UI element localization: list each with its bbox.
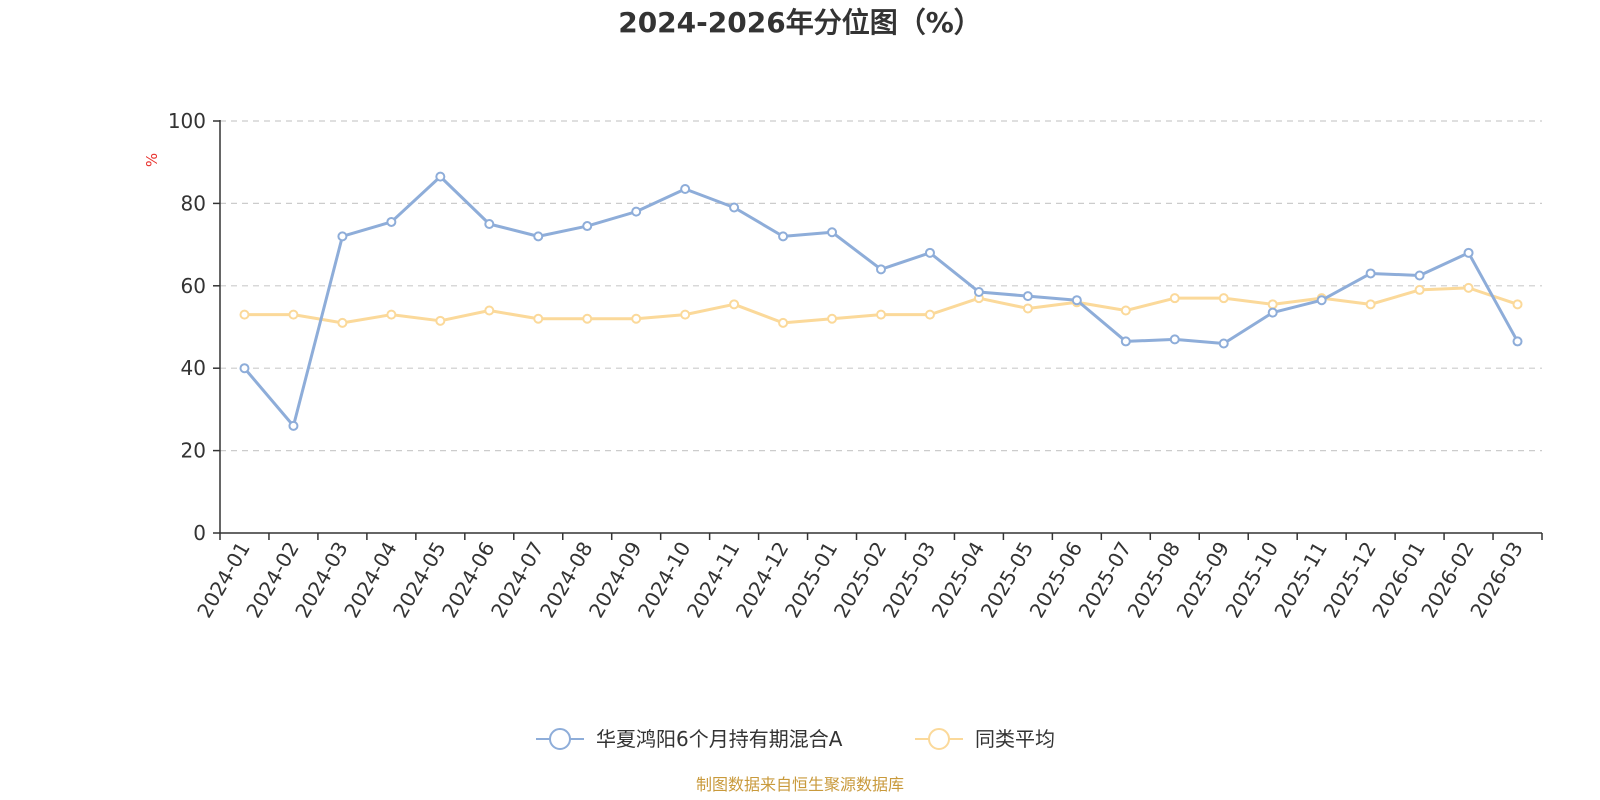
data-source-note: 制图数据来自恒生聚源数据库 bbox=[696, 775, 904, 794]
series-1-point[interactable] bbox=[680, 183, 691, 194]
series-1-point[interactable] bbox=[1512, 336, 1523, 347]
series-1-point[interactable] bbox=[1169, 334, 1180, 345]
series-1-point[interactable] bbox=[1267, 307, 1278, 318]
series-1-point[interactable] bbox=[1316, 295, 1327, 306]
y-tick-label: 60 bbox=[181, 274, 206, 298]
series-1-point[interactable] bbox=[1022, 291, 1033, 302]
series-2-point[interactable] bbox=[1267, 299, 1278, 310]
y-tick-label: 40 bbox=[181, 356, 206, 380]
series-1-point[interactable] bbox=[729, 202, 740, 213]
series-lines bbox=[239, 171, 1523, 431]
series-2-point[interactable] bbox=[680, 309, 691, 320]
series-1-point[interactable] bbox=[924, 247, 935, 258]
series-2-point[interactable] bbox=[239, 309, 250, 320]
series-2-point[interactable] bbox=[1512, 299, 1523, 310]
legend-series-1-label: 华夏鸿阳6个月持有期混合A bbox=[596, 727, 843, 751]
y-tick-label: 80 bbox=[181, 191, 206, 215]
series-1-point[interactable] bbox=[1463, 247, 1474, 258]
series-1-point[interactable] bbox=[288, 420, 299, 431]
series-2-point[interactable] bbox=[288, 309, 299, 320]
series-2-point[interactable] bbox=[1120, 305, 1131, 316]
y-tick-label: 100 bbox=[168, 109, 206, 133]
legend-item-series-1[interactable]: 华夏鸿阳6个月持有期混合A bbox=[536, 727, 843, 751]
series-2-point[interactable] bbox=[1218, 293, 1229, 304]
series-1-line bbox=[243, 175, 1519, 428]
series-1-point[interactable] bbox=[1218, 338, 1229, 349]
series-2-point[interactable] bbox=[435, 315, 446, 326]
series-2-point[interactable] bbox=[533, 313, 544, 324]
chart-title: 2024-2026年分位图（%） bbox=[618, 6, 982, 39]
legend-series-1-marker-icon bbox=[549, 728, 571, 750]
series-2-point[interactable] bbox=[729, 299, 740, 310]
series-2-point[interactable] bbox=[924, 309, 935, 320]
series-2-point[interactable] bbox=[484, 305, 495, 316]
series-1-point[interactable] bbox=[827, 227, 838, 238]
legend-item-series-2[interactable]: 同类平均 bbox=[915, 727, 1055, 751]
series-2-point[interactable] bbox=[827, 313, 838, 324]
series-2-point[interactable] bbox=[337, 317, 348, 328]
series-1-point[interactable] bbox=[973, 286, 984, 297]
series-2-point[interactable] bbox=[1414, 284, 1425, 295]
legend-series-2-marker-icon bbox=[928, 728, 950, 750]
series-1-point[interactable] bbox=[1365, 268, 1376, 279]
series-1-point[interactable] bbox=[582, 221, 593, 232]
y-axis-unit-label: % bbox=[143, 153, 161, 167]
series-1-point[interactable] bbox=[337, 231, 348, 242]
series-1-point[interactable] bbox=[778, 231, 789, 242]
series-1-point[interactable] bbox=[435, 171, 446, 182]
series-2-point[interactable] bbox=[631, 313, 642, 324]
y-tick-label: 20 bbox=[181, 439, 206, 463]
series-2-point[interactable] bbox=[1169, 293, 1180, 304]
series-2-point[interactable] bbox=[582, 313, 593, 324]
series-1-point[interactable] bbox=[239, 363, 250, 374]
y-tick-label: 0 bbox=[193, 521, 206, 545]
series-1-point[interactable] bbox=[484, 219, 495, 229]
series-1-point[interactable] bbox=[631, 206, 642, 217]
series-2-point[interactable] bbox=[1022, 303, 1033, 314]
series-1-point[interactable] bbox=[1414, 270, 1425, 281]
legend-series-2-label: 同类平均 bbox=[975, 727, 1055, 751]
series-1-point[interactable] bbox=[533, 231, 544, 242]
series-2-point[interactable] bbox=[1463, 282, 1474, 293]
legend[interactable]: 华夏鸿阳6个月持有期混合A 同类平均 bbox=[536, 727, 1055, 751]
series-2-point[interactable] bbox=[778, 317, 789, 328]
series-1-point[interactable] bbox=[386, 216, 397, 227]
series-1-point[interactable] bbox=[876, 264, 886, 275]
series-2-point[interactable] bbox=[386, 309, 397, 320]
series-2-point[interactable] bbox=[876, 309, 886, 320]
series-2-point[interactable] bbox=[1365, 299, 1376, 310]
series-1-point[interactable] bbox=[1071, 295, 1082, 306]
gridlines bbox=[220, 120, 1542, 452]
series-1-point[interactable] bbox=[1120, 336, 1131, 347]
axes: 0204060801002024-012024-022024-032024-04… bbox=[168, 109, 1543, 622]
